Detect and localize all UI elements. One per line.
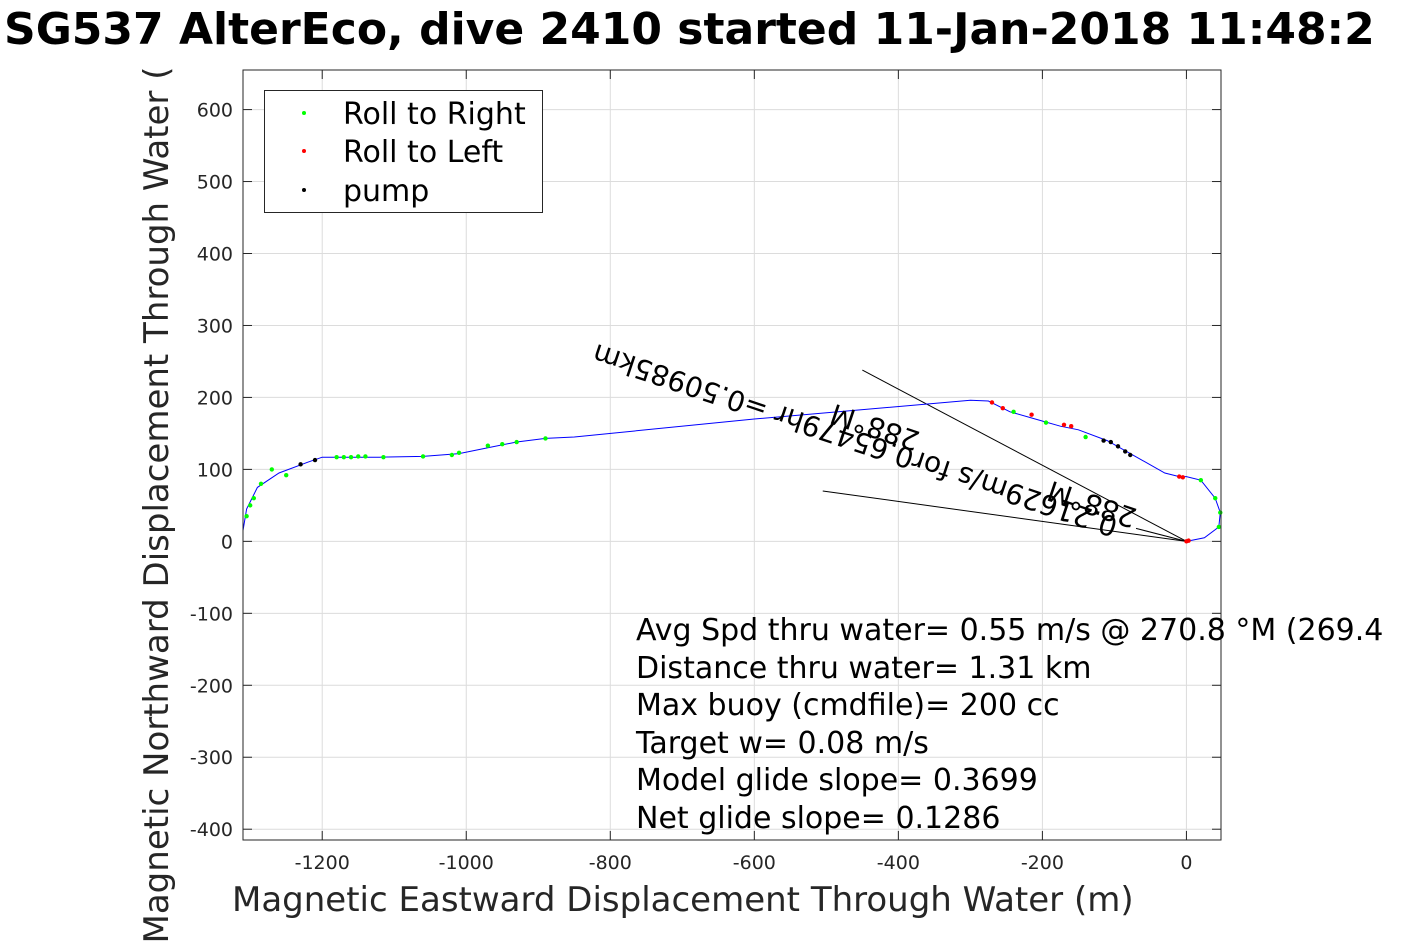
legend-item-pump: pump <box>265 173 542 211</box>
ticks: -1200 -1000 -800 -600 -400 -200 0-400-300-200-… <box>190 70 1221 874</box>
current-line <box>1135 527 1187 542</box>
y-tick-label: -200 <box>190 675 233 697</box>
legend-label-roll-right: Roll to Right <box>343 97 526 132</box>
roll-right-point <box>500 442 505 447</box>
x-tick-label: -800 <box>589 852 632 874</box>
roll-left-point <box>1061 422 1067 427</box>
roll-right-point <box>456 450 462 456</box>
x-axis-label: Magnetic Eastward Displacement Through W… <box>232 880 1134 920</box>
y-tick-label: 200 <box>197 387 233 409</box>
y-tick-label: 300 <box>197 315 233 337</box>
stat-avg-speed: Avg Spd thru water= 0.55 m/s @ 270.8 °M … <box>636 613 1384 648</box>
roll-right-point <box>449 452 455 458</box>
roll-right-point <box>381 454 386 460</box>
roll-right-point <box>420 454 426 459</box>
x-tick-label: -200 <box>1021 852 1064 874</box>
roll-right-point <box>363 454 368 459</box>
grid-lines <box>243 70 1221 840</box>
pump-point <box>1115 444 1121 449</box>
y-tick-label: -400 <box>190 819 233 841</box>
stat-distance: Distance thru water= 1.31 km <box>636 650 1092 686</box>
legend-marker-roll-left <box>302 149 306 153</box>
legend-item-roll-right: Roll to Right <box>265 96 542 134</box>
roll-right-point <box>1083 434 1088 440</box>
roll-left-point <box>1000 406 1005 411</box>
roll-right-point <box>1011 409 1016 415</box>
roll-right-point <box>248 503 253 508</box>
y-tick-label: 600 <box>197 100 233 122</box>
pump-point <box>1123 449 1128 454</box>
legend-label-pump: pump <box>343 174 430 209</box>
roll-right-point <box>341 454 347 460</box>
roll-right-point <box>269 467 275 472</box>
stat-model-glide: Model glide slope= 0.3699 <box>636 763 1038 798</box>
legend-marker-pump <box>302 188 306 192</box>
y-tick-label: 400 <box>197 244 233 266</box>
y-axis-label: Magnetic Northward Displacement Through … <box>137 66 177 944</box>
x-tick-label: 0 <box>1180 852 1192 874</box>
chart-title: SG537 AlterEco, dive 2410 started 11-Jan… <box>4 4 1375 55</box>
roll-left-point <box>1069 424 1074 429</box>
pump-point <box>1108 439 1114 445</box>
legend-item-roll-left: Roll to Left <box>265 134 542 172</box>
annotations: 0.21629m/s for0.65479hr =0.50985km288°M2… <box>588 337 1140 543</box>
roll-left-point <box>1029 412 1034 417</box>
x-tick-label: -1000 <box>439 852 494 874</box>
current-line <box>862 369 1187 542</box>
pump-point <box>298 462 303 467</box>
stat-target-w: Target w= 0.08 m/s <box>636 725 929 761</box>
roll-right-point <box>284 472 289 478</box>
legend: Roll to Right Roll to Left pump <box>264 90 543 213</box>
legend-label-roll-left: Roll to Left <box>343 135 504 170</box>
roll-right-point <box>356 454 361 459</box>
roll-right-point <box>1043 420 1049 425</box>
roll-right-point <box>485 443 491 448</box>
roll-left-point <box>989 400 995 405</box>
stat-net-glide: Net glide slope= 0.1286 <box>636 800 1001 836</box>
x-tick-label: -400 <box>877 852 920 874</box>
roll-right-point <box>258 481 264 486</box>
dive-stats: Avg Spd thru water= 0.55 m/s @ 270.8 °M … <box>636 612 1383 837</box>
roll-right-point <box>334 454 339 460</box>
roll-right-point <box>514 439 519 445</box>
roll-right-point <box>251 495 257 501</box>
roll-left-point <box>1186 538 1191 543</box>
legend-marker-roll-right <box>302 111 306 115</box>
x-tick-label: -600 <box>733 852 776 874</box>
y-tick-label: -100 <box>190 603 233 625</box>
stat-max-buoy: Max buoy (cmdfile)= 200 cc <box>636 688 1060 723</box>
axes-box <box>242 69 1222 841</box>
x-tick-label: -1200 <box>295 852 350 874</box>
roll-right-point <box>1218 510 1223 515</box>
pump-point <box>1128 452 1133 458</box>
roll-left-point <box>1177 474 1182 479</box>
roll-right-point <box>543 436 548 441</box>
roll-right-point <box>1198 477 1204 483</box>
current-line <box>822 490 1187 542</box>
current-lines <box>822 369 1187 542</box>
roll-left-point <box>1180 475 1186 480</box>
roll-right-point <box>1216 524 1222 530</box>
y-tick-label: 100 <box>197 459 233 481</box>
y-tick-label: 500 <box>197 172 233 194</box>
current-annotation: 0.21629m/s for0.65479hr =0.50985km <box>588 337 1121 543</box>
roll-right-point <box>244 513 249 519</box>
y-tick-label: 0 <box>221 531 233 553</box>
pump-point <box>312 457 318 463</box>
roll-right-point <box>1213 495 1218 501</box>
roll-right-point <box>348 454 354 460</box>
pump-point <box>1101 438 1106 443</box>
y-tick-label: -300 <box>190 747 233 769</box>
